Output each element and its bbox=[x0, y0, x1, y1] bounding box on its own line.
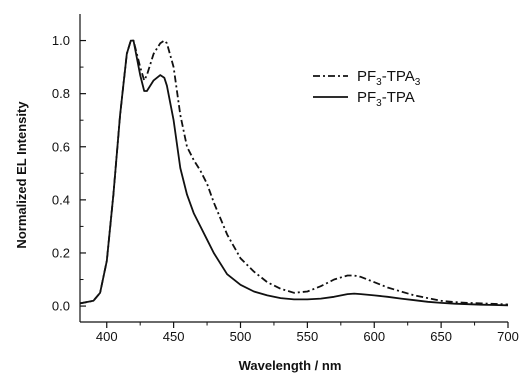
legend-label-1: PF3-TPA3 bbox=[357, 68, 421, 88]
x-tick-label: 650 bbox=[430, 329, 452, 344]
x-tick-label: 700 bbox=[497, 329, 519, 344]
x-tick-label: 450 bbox=[163, 329, 185, 344]
y-axis: 0.0 0.2 0.4 0.6 0.8 1.0 bbox=[52, 33, 86, 314]
y-axis-title: Normalized EL Intensity bbox=[14, 101, 29, 249]
x-axis-title: Wavelength / nm bbox=[239, 358, 342, 373]
x-tick-label: 500 bbox=[230, 329, 252, 344]
y-tick-label: 0.6 bbox=[52, 139, 70, 154]
y-tick-label: 0.8 bbox=[52, 86, 70, 101]
x-tick-label: 600 bbox=[363, 329, 385, 344]
series-line-1 bbox=[79, 39, 509, 306]
plot-frame bbox=[79, 14, 508, 323]
legend-label-2: PF3-TPA bbox=[357, 89, 415, 109]
y-tick-label: 1.0 bbox=[52, 33, 70, 48]
y-tick-label: 0.2 bbox=[52, 245, 70, 260]
legend-text-part: 3 bbox=[415, 77, 421, 88]
legend-text-part: -TPA bbox=[382, 89, 415, 106]
x-axis: 400 450 500 550 600 650 700 bbox=[96, 322, 519, 344]
legend-text-part: PF bbox=[357, 68, 376, 85]
series-line-2 bbox=[79, 39, 509, 307]
x-tick-label: 400 bbox=[96, 329, 118, 344]
legend-text-part: 3 bbox=[376, 77, 382, 88]
x-tick-label: 550 bbox=[297, 329, 319, 344]
legend-text-part: PF bbox=[357, 89, 376, 106]
legend-text-part: 3 bbox=[376, 98, 382, 109]
y-tick-label: 0.0 bbox=[52, 299, 70, 314]
legend-text-part: -TPA bbox=[382, 68, 415, 85]
y-tick-label: 0.4 bbox=[52, 192, 70, 207]
series-layer bbox=[79, 39, 509, 307]
